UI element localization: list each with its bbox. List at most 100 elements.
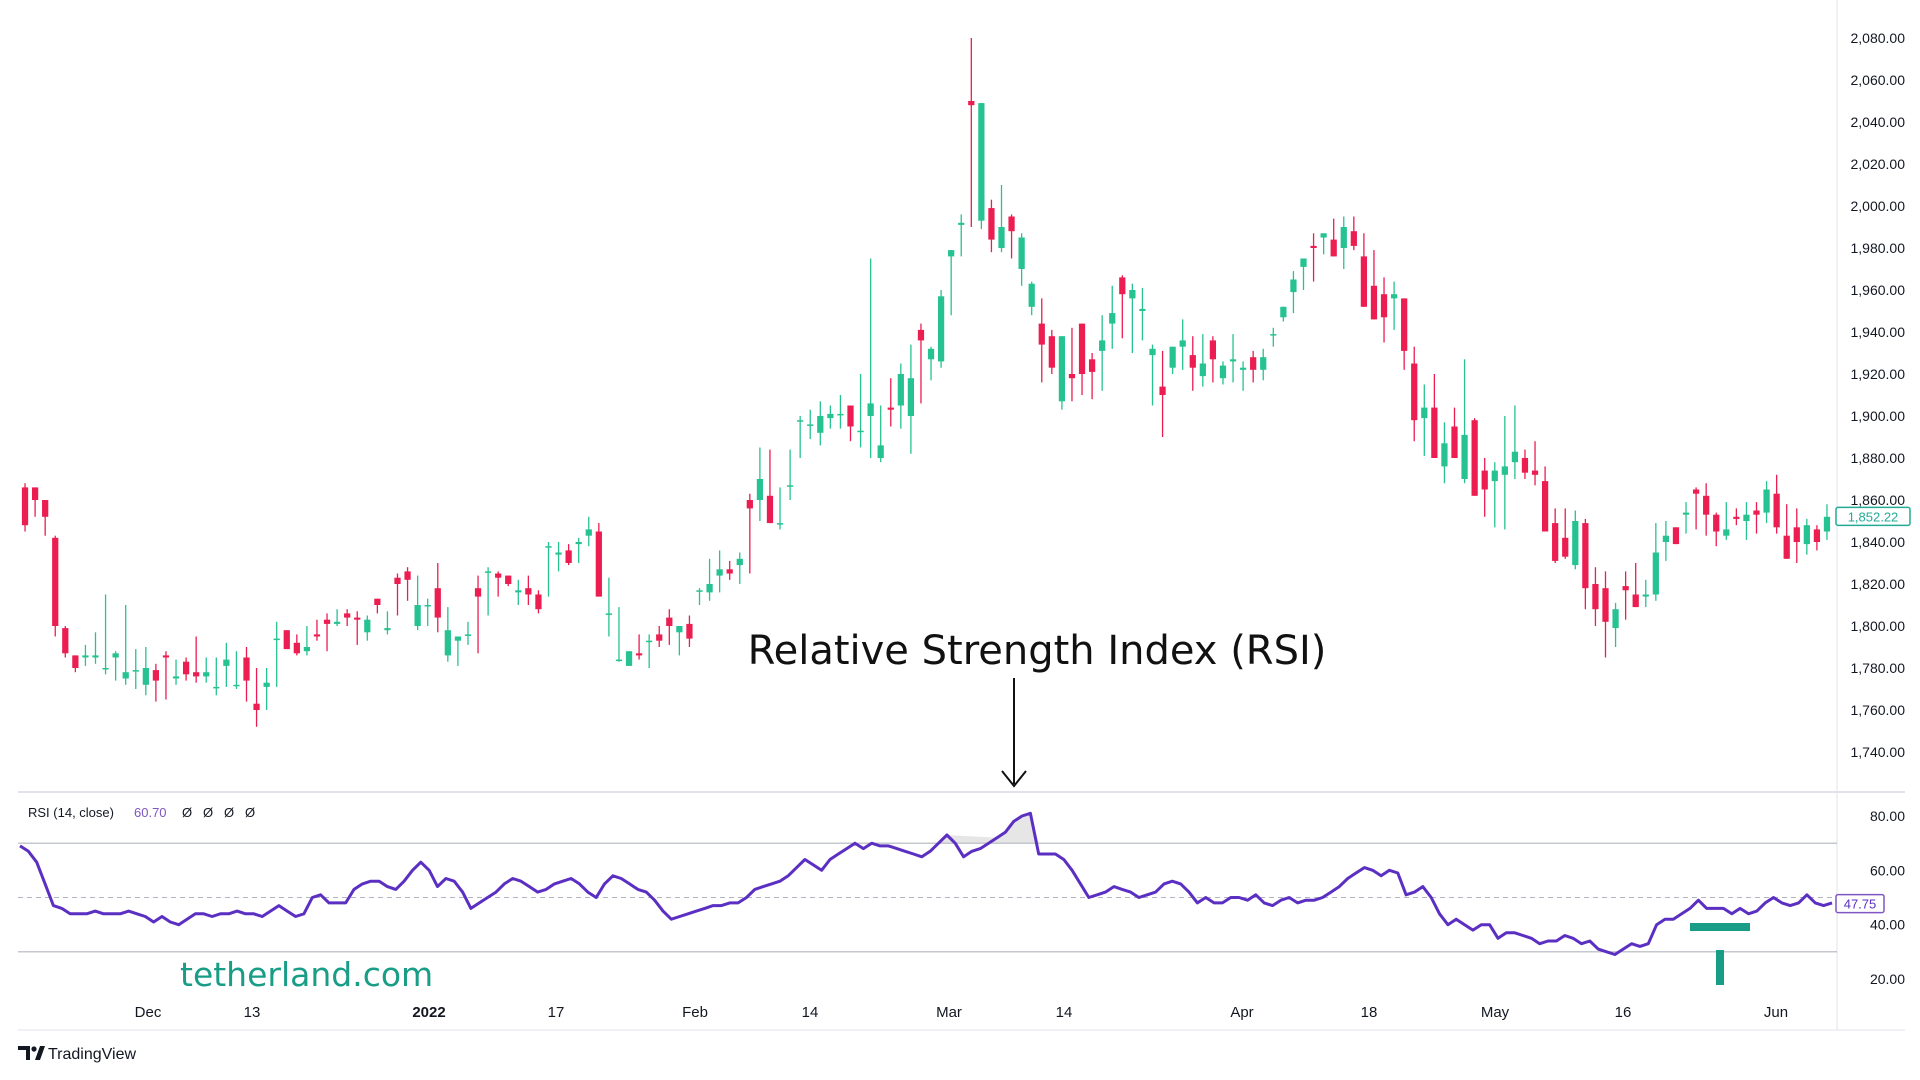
candle-body xyxy=(62,628,68,653)
candle-body xyxy=(183,662,189,675)
price-tick-label: 1,960.00 xyxy=(1851,282,1906,298)
candle-body xyxy=(636,653,642,655)
candle-body xyxy=(1190,355,1196,368)
candle-body xyxy=(264,683,270,687)
candle-body xyxy=(616,660,622,662)
time-tick-label: May xyxy=(1481,1004,1510,1021)
candle-body xyxy=(213,687,219,689)
candle-body xyxy=(1612,609,1618,628)
candle-body xyxy=(404,571,410,579)
time-tick-label: Mar xyxy=(936,1004,962,1021)
candle-body xyxy=(1663,536,1669,542)
candle-body xyxy=(1763,490,1769,513)
price-axis[interactable]: 2,080.00 2,060.00 2,040.00 2,020.00 2,000.00… xyxy=(1851,30,1906,760)
candle-body xyxy=(576,542,582,544)
candle-body xyxy=(1492,471,1498,482)
candle-body xyxy=(646,641,652,643)
candle-body xyxy=(1321,233,1327,237)
candle-body xyxy=(1562,538,1568,557)
candle-body xyxy=(1784,536,1790,559)
candle-body xyxy=(555,553,561,555)
candle-body xyxy=(1582,523,1588,588)
candle-body xyxy=(1019,238,1025,270)
candle-body xyxy=(666,618,672,626)
candle-body xyxy=(515,590,521,592)
price-tick-label: 2,040.00 xyxy=(1851,114,1906,130)
price-tick-label: 1,780.00 xyxy=(1851,660,1906,676)
rsi-legend-title[interactable]: RSI (14, close) xyxy=(28,805,114,820)
candle-body xyxy=(1079,324,1085,374)
candle-body xyxy=(1260,357,1266,370)
candle-body xyxy=(757,479,763,500)
candle-body xyxy=(837,414,843,416)
candle-body xyxy=(938,296,944,361)
rsi-tick-label: 60.00 xyxy=(1870,862,1905,878)
candle-body xyxy=(354,618,360,620)
candle-body xyxy=(1532,471,1538,475)
candle-body xyxy=(787,485,793,487)
chart-canvas: 2,080.002,060.002,040.002,020.002,000.00… xyxy=(0,0,1920,1080)
candle-body xyxy=(1039,324,1045,345)
candle-body xyxy=(656,634,662,640)
candle-body xyxy=(978,103,984,221)
candle-body xyxy=(1170,347,1176,368)
candle-body xyxy=(1512,452,1518,463)
tradingview-logo[interactable]: TradingView xyxy=(18,1046,136,1063)
candle-body xyxy=(1542,481,1548,531)
candle-body xyxy=(1421,408,1427,419)
price-tick-label: 1,860.00 xyxy=(1851,492,1906,508)
time-axis[interactable]: Dec 13 2022 17 Feb 14 Mar 14 Apr 18 May 16 Jun xyxy=(135,1004,1788,1021)
candle-body xyxy=(535,595,541,610)
candle xyxy=(284,630,290,649)
time-tick-label: 2022 xyxy=(412,1004,445,1021)
candle-body xyxy=(102,668,108,670)
price-tick-label: 1,760.00 xyxy=(1851,702,1906,718)
price-tick-label: 1,920.00 xyxy=(1851,366,1906,382)
candle xyxy=(978,103,984,229)
tradingview-logo-slash xyxy=(35,1046,45,1060)
candle-body xyxy=(1552,523,1558,561)
candle-body xyxy=(1331,240,1337,257)
candle-body xyxy=(1572,521,1578,565)
candle xyxy=(1059,336,1065,410)
candle-body xyxy=(1411,364,1417,421)
candle-body xyxy=(1230,359,1236,361)
rsi-legend-extra: Ø xyxy=(224,805,234,820)
candle-body xyxy=(505,576,511,584)
candle-body xyxy=(1109,313,1115,324)
candle-body xyxy=(233,685,239,687)
candle-body xyxy=(32,487,38,500)
candle-body xyxy=(1290,280,1296,293)
candle-body xyxy=(1159,387,1165,395)
candle-body xyxy=(1623,586,1629,590)
candle-body xyxy=(727,569,733,573)
candle-body xyxy=(1653,553,1659,595)
candle-body xyxy=(767,496,773,523)
tradingview-logo-text: TradingView xyxy=(48,1046,136,1063)
candle-body xyxy=(1351,231,1357,246)
candle-body xyxy=(1753,511,1759,515)
candle-body xyxy=(1482,471,1488,490)
candle-body xyxy=(42,500,48,517)
candle-body xyxy=(113,653,119,657)
candle-body xyxy=(686,624,692,639)
candle-body xyxy=(193,672,199,676)
rsi-line xyxy=(20,813,1832,954)
last-price-value: 1,852.22 xyxy=(1848,509,1899,524)
last-price-tag: 1,852.22 xyxy=(1836,507,1910,525)
candle-body xyxy=(868,403,874,416)
candle-body xyxy=(717,569,723,575)
candle-body xyxy=(676,626,682,632)
time-tick-label: Jun xyxy=(1764,1004,1788,1021)
candle-body xyxy=(133,670,139,672)
candle-body xyxy=(304,647,310,651)
candle-body xyxy=(52,538,58,626)
candle-body xyxy=(485,571,491,573)
candle-body xyxy=(1774,494,1780,528)
candle-body xyxy=(314,634,320,636)
candle xyxy=(22,483,28,531)
candle-body xyxy=(445,630,451,655)
candle-body xyxy=(344,613,350,617)
candle-body xyxy=(878,445,884,458)
candle-body xyxy=(1713,515,1719,532)
